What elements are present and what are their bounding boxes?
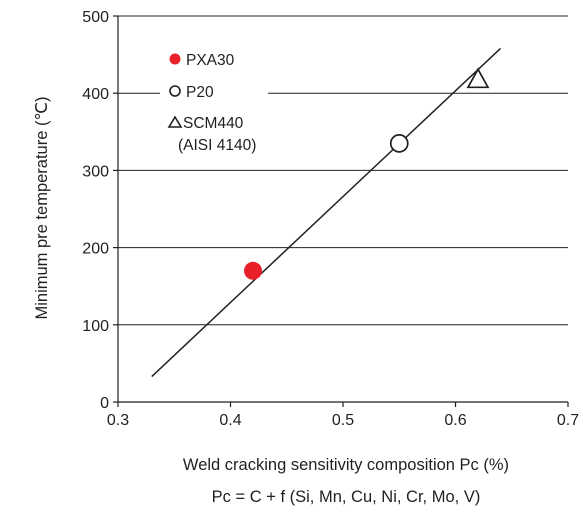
- legend-label-p20: P20: [186, 84, 214, 101]
- x-axis-title: Weld cracking sensitivity composition Pc…: [183, 456, 509, 474]
- x-tick-labels: 0.3 0.4 0.5 0.6 0.7: [107, 402, 579, 429]
- legend: PXA30 P20 SCM440 (AISI 4140): [160, 46, 268, 158]
- legend-label-pxa30: PXA30: [186, 52, 235, 69]
- x-tick-label-0.5: 0.5: [332, 412, 354, 429]
- y-axis-title: Minimum pre temperature (℃): [33, 97, 51, 320]
- y-tick-label-200: 200: [82, 241, 109, 258]
- x-tick-label-0.4: 0.4: [219, 412, 241, 429]
- legend-marker-p20: [169, 85, 181, 97]
- trend-line-group: [151, 47, 502, 378]
- legend-marker-scm440: [167, 115, 183, 128]
- y-tick-label-400: 400: [82, 86, 109, 103]
- data-point-pxa30: [244, 261, 262, 280]
- legend-marker-pxa30: [169, 53, 181, 65]
- data-point-p20: [389, 134, 409, 153]
- trend-line: [151, 47, 502, 378]
- y-tick-label-500: 500: [82, 9, 109, 26]
- data-point-scm440: [466, 67, 490, 89]
- legend-background: [160, 46, 268, 158]
- x-tick-label-0.6: 0.6: [444, 412, 466, 429]
- x-tick-label-0.7: 0.7: [557, 412, 579, 429]
- legend-label-scm440-aisi: (AISI 4140): [178, 137, 256, 154]
- y-tick-label-100: 100: [82, 318, 109, 335]
- data-points: [244, 67, 490, 280]
- y-tick-label-0: 0: [100, 395, 109, 412]
- legend-label-scm440: SCM440: [183, 115, 244, 132]
- formula-text: Pc = C + f (Si, Mn, Cu, Ni, Cr, Mo, V): [212, 488, 481, 506]
- x-tick-label-0.3: 0.3: [107, 412, 129, 429]
- y-tick-label-300: 300: [82, 163, 109, 180]
- y-tick-labels: 0 100 200 300 400 500: [82, 9, 118, 412]
